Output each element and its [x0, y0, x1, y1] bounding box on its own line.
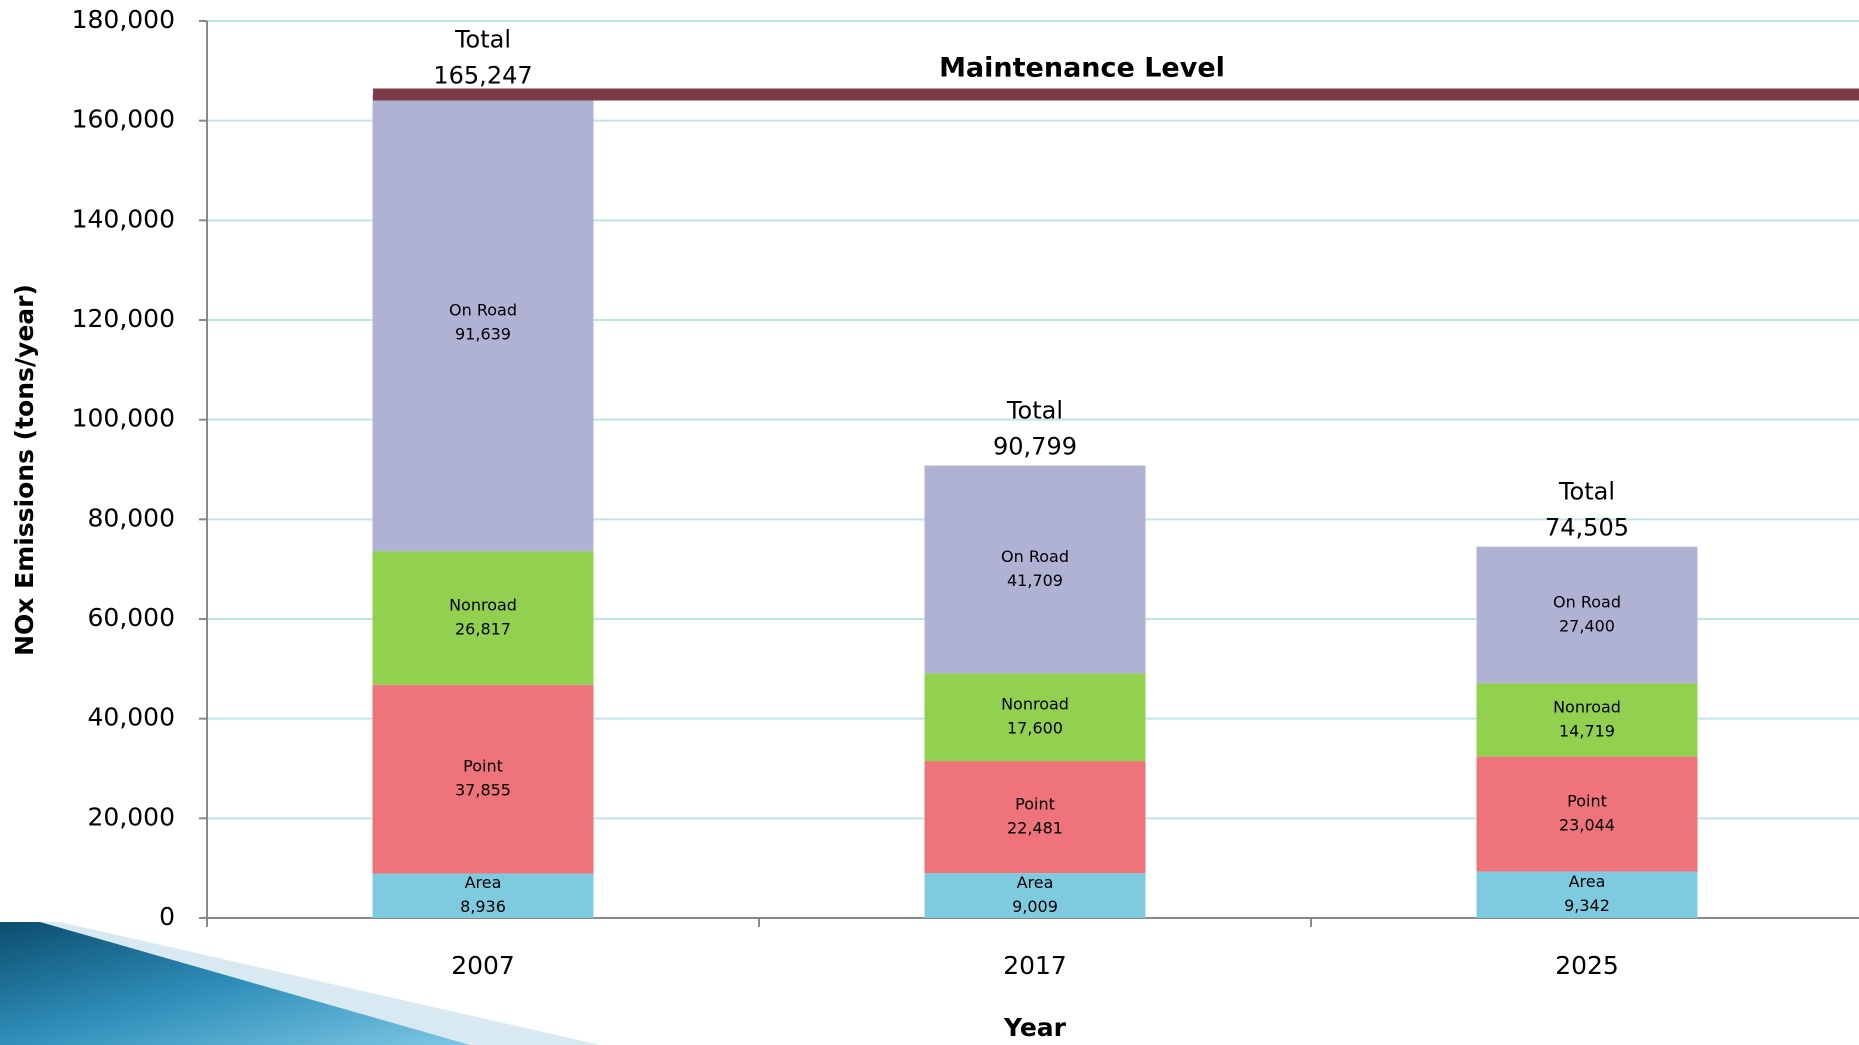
segment-name: Area [1569, 872, 1606, 891]
segment-name: Point [463, 757, 503, 776]
y-tick-label: 180,000 [72, 5, 175, 34]
y-tick-label: 0 [159, 902, 175, 931]
bar-segment [372, 873, 594, 918]
bar-segment [924, 761, 1146, 874]
segment-value: 9,342 [1564, 896, 1610, 915]
bar-segment [1476, 756, 1698, 872]
y-tick-label: 140,000 [72, 204, 175, 233]
segment-value: 8,936 [460, 897, 506, 916]
bar-segment [924, 873, 1146, 918]
segment-name: Nonroad [449, 596, 517, 615]
y-tick-label: 100,000 [72, 404, 175, 433]
segment-name: Point [1015, 795, 1055, 814]
segment-value: 27,400 [1559, 616, 1615, 635]
y-axis-label: NOx Emissions (tons/year) [10, 284, 39, 656]
segment-name: Point [1567, 792, 1607, 811]
y-tick-label: 120,000 [72, 304, 175, 333]
segment-name: On Road [1553, 592, 1621, 611]
bar-segment [924, 673, 1146, 762]
bar-segment [1476, 871, 1698, 918]
segment-name: On Road [449, 300, 517, 319]
segment-value: 22,481 [1007, 819, 1063, 838]
segment-value: 14,719 [1559, 721, 1615, 740]
bar-segment [372, 551, 594, 685]
segment-value: 23,044 [1559, 816, 1615, 835]
x-tick-label: 2017 [1003, 951, 1067, 980]
y-tick-label: 160,000 [72, 105, 175, 134]
bar-segment [1476, 546, 1698, 684]
total-title: Total [1558, 478, 1615, 506]
x-tick-label: 2007 [451, 951, 515, 980]
segment-value: 91,639 [455, 324, 511, 343]
bar-segment [1476, 683, 1698, 757]
bar-segment [372, 94, 594, 552]
segment-value: 9,009 [1012, 897, 1058, 916]
total-value: 90,799 [993, 433, 1077, 461]
segment-name: On Road [1001, 547, 1069, 566]
segment-name: Nonroad [1553, 697, 1621, 716]
bar-segment [924, 465, 1146, 674]
total-value: 165,247 [433, 62, 532, 90]
segment-value: 37,855 [455, 781, 511, 800]
decoration [0, 922, 470, 1045]
segment-name: Area [1017, 873, 1054, 892]
total-title: Total [454, 26, 511, 54]
total-value: 74,505 [1545, 514, 1629, 542]
y-tick-label: 40,000 [88, 703, 175, 732]
segment-name: Nonroad [1001, 695, 1069, 714]
segment-name: Area [465, 873, 502, 892]
segment-value: 26,817 [455, 620, 511, 639]
y-tick-label: 20,000 [88, 802, 175, 831]
y-tick-label: 60,000 [88, 603, 175, 632]
bar-segment [372, 684, 594, 874]
x-tick-label: 2025 [1555, 951, 1619, 980]
segment-value: 41,709 [1007, 571, 1063, 590]
y-tick-label: 80,000 [88, 503, 175, 532]
segment-value: 17,600 [1007, 719, 1063, 738]
total-title: Total [1006, 397, 1063, 425]
x-axis-label: Year [1003, 1013, 1067, 1042]
maintenance-label: Maintenance Level [939, 53, 1225, 84]
